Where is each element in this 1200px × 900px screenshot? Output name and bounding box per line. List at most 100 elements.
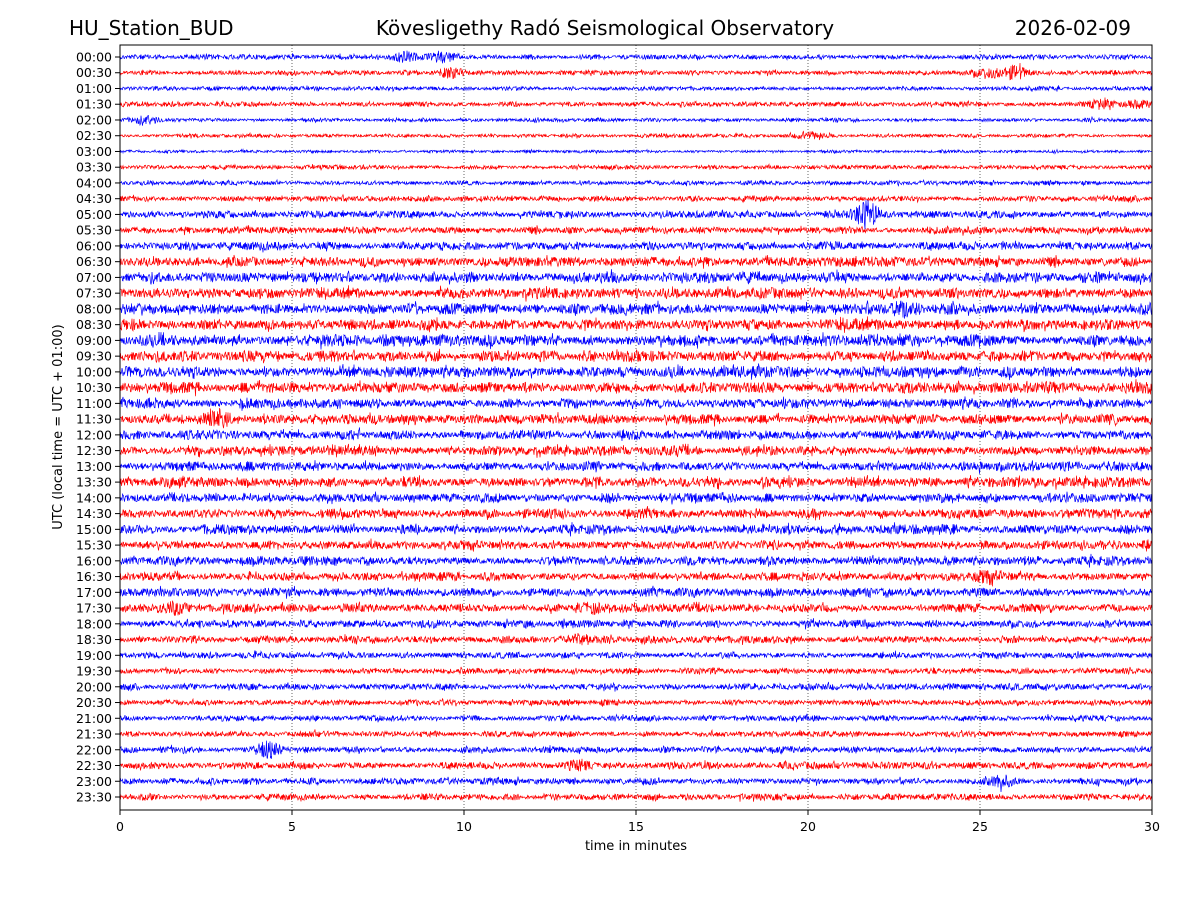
trace-1600 — [119, 553, 1153, 568]
y-tick-label: 09:30 — [76, 349, 112, 364]
y-tick-label: 12:00 — [76, 427, 112, 442]
trace-0930 — [119, 348, 1153, 364]
y-tick-label: 12:30 — [76, 443, 112, 458]
y-tick-label: 23:30 — [76, 790, 112, 805]
y-tick-label: 21:30 — [76, 727, 112, 742]
trace-0130 — [119, 97, 1153, 111]
y-axis-label: UTC (local time = UTC + 01:00) — [51, 324, 66, 529]
trace-0300 — [119, 148, 1153, 155]
y-tick-label: 04:00 — [76, 175, 112, 190]
y-tick-label: 08:00 — [76, 301, 112, 316]
trace-0330 — [119, 163, 1153, 171]
grid-lines — [291, 45, 981, 810]
x-tick-label: 30 — [1144, 819, 1160, 834]
trace-1830 — [119, 633, 1153, 646]
x-tick-label: 5 — [288, 819, 296, 834]
trace-1530 — [119, 538, 1153, 552]
trace-0030 — [119, 62, 1153, 81]
x-tick-label: 10 — [456, 819, 472, 834]
y-tick-label: 20:30 — [76, 695, 112, 710]
y-tick-label: 11:00 — [76, 396, 112, 411]
trace-1730 — [119, 600, 1153, 616]
y-tick-label: 22:00 — [76, 742, 112, 757]
y-tick-label: 17:30 — [76, 601, 112, 616]
trace-0900 — [120, 331, 1153, 350]
y-tick-label: 13:00 — [76, 459, 112, 474]
y-tick-label: 06:30 — [76, 254, 112, 269]
trace-2230 — [119, 758, 1153, 772]
y-tick-label: 19:00 — [76, 648, 112, 663]
y-tick-label: 04:30 — [76, 191, 112, 206]
trace-2330 — [119, 792, 1153, 802]
y-tick-label: 13:30 — [76, 475, 112, 490]
trace-1430 — [119, 506, 1153, 521]
y-tick-label: 05:30 — [76, 223, 112, 238]
y-tick-label: 18:30 — [76, 632, 112, 647]
y-tick-label: 20:00 — [76, 679, 112, 694]
traces — [119, 50, 1153, 802]
date-title: 2026-02-09 — [1015, 16, 1131, 40]
y-tick-label: 23:00 — [76, 774, 112, 789]
trace-0630 — [119, 254, 1153, 269]
chart-title: Kövesligethy Radó Seismological Observat… — [376, 16, 834, 40]
trace-1130 — [119, 407, 1153, 429]
trace-1800 — [119, 618, 1153, 630]
y-tick-label: 06:00 — [76, 238, 112, 253]
trace-0400 — [119, 178, 1153, 187]
y-tick-label: 18:00 — [76, 616, 112, 631]
y-tick-label: 14:30 — [76, 506, 112, 521]
trace-0830 — [119, 316, 1153, 333]
trace-2030 — [119, 697, 1153, 707]
trace-0730 — [119, 285, 1153, 302]
y-tick-label: 02:30 — [76, 128, 112, 143]
trace-1900 — [119, 650, 1153, 660]
trace-1700 — [119, 585, 1153, 599]
y-tick-label: 15:00 — [76, 522, 112, 537]
y-tick-label: 19:30 — [76, 664, 112, 679]
trace-0200 — [119, 115, 1153, 127]
trace-0800 — [119, 300, 1153, 319]
y-tick-label: 17:00 — [76, 585, 112, 600]
x-tick-label: 25 — [972, 819, 988, 834]
y-tick-label: 16:30 — [76, 569, 112, 584]
trace-1000 — [119, 363, 1153, 381]
trace-1200 — [119, 427, 1153, 442]
y-tick-label: 10:30 — [76, 380, 112, 395]
trace-0600 — [119, 240, 1153, 253]
y-tick-label: 22:30 — [76, 758, 112, 773]
y-tick-label: 01:30 — [76, 97, 112, 112]
y-tick-label: 02:00 — [76, 112, 112, 127]
trace-1630 — [119, 569, 1153, 587]
trace-1100 — [119, 396, 1153, 411]
station-title: HU_Station_BUD — [69, 16, 234, 40]
y-tick-label: 03:30 — [76, 160, 112, 175]
trace-0100 — [119, 85, 1153, 93]
trace-0500 — [119, 199, 1153, 230]
trace-1030 — [119, 379, 1153, 397]
y-tick-label: 08:30 — [76, 317, 112, 332]
x-tick-label: 15 — [628, 819, 644, 834]
trace-2130 — [119, 729, 1153, 739]
trace-1230 — [119, 443, 1153, 458]
y-tick-label: 00:00 — [76, 50, 112, 65]
y-tick-label: 16:00 — [76, 553, 112, 568]
trace-1400 — [119, 491, 1153, 505]
trace-0430 — [119, 193, 1153, 204]
trace-2300 — [119, 774, 1153, 793]
trace-0230 — [119, 130, 1153, 141]
y-tick-label: 00:30 — [76, 65, 112, 80]
x-ticks: 0 5 10 15 20 25 30 — [116, 810, 1160, 834]
trace-0530 — [119, 225, 1153, 236]
trace-2000 — [119, 681, 1153, 692]
trace-0000 — [119, 50, 1153, 64]
y-tick-label: 07:30 — [76, 286, 112, 301]
y-tick-label: 09:00 — [76, 333, 112, 348]
trace-1300 — [119, 460, 1153, 474]
trace-0700 — [119, 269, 1153, 286]
trace-1930 — [119, 666, 1153, 676]
trace-1500 — [119, 522, 1153, 537]
y-tick-label: 07:00 — [76, 270, 112, 285]
y-tick-label: 03:00 — [76, 144, 112, 159]
y-tick-label: 11:30 — [76, 412, 112, 427]
